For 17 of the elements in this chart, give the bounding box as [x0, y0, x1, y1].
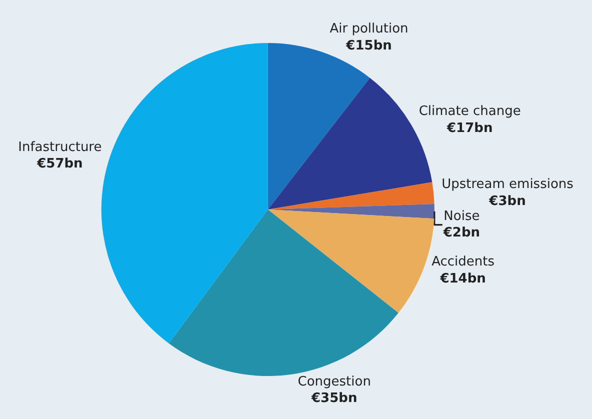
- data-label: €3bn: [488, 194, 526, 209]
- slice-label: Congestion: [298, 374, 371, 390]
- slice-label: Climate change: [418, 104, 521, 119]
- data-label: €57bn: [36, 156, 83, 172]
- data-label: €35bn: [310, 391, 358, 406]
- data-label: €17bn: [446, 120, 493, 136]
- pie-slice: [268, 182, 434, 210]
- slice-label: Accidents: [432, 254, 495, 270]
- data-label: €2bn: [442, 226, 480, 241]
- data-label: €14bn: [439, 272, 486, 287]
- slice-label: Upstream emissions: [442, 176, 574, 192]
- slice-label: Infastructure: [18, 140, 102, 155]
- data-label: €15bn: [345, 38, 392, 54]
- slice-label: Air pollution: [330, 22, 408, 37]
- slice-label: Noise: [444, 208, 480, 224]
- pie-slice: [168, 210, 398, 376]
- pie-slice: [102, 42, 268, 344]
